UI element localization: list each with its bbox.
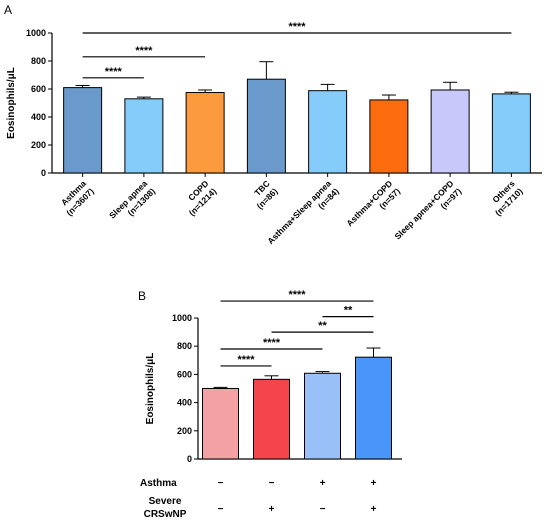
y-tick-label-b: 600 [177,369,192,379]
bar-a [63,87,103,174]
y-tick-label-b: 400 [177,398,192,408]
significance-label-a: **** [135,45,153,57]
significance-label-a: **** [105,66,123,78]
significance-label-a: **** [288,21,306,33]
bar-b [253,378,290,460]
panel-b-label: B [138,289,146,303]
bar-a [430,89,470,174]
y-axis-title-b: Eosinophils/μL [145,353,156,425]
y-tick-label-a: 600 [31,84,46,94]
y-tick-label-a: 0 [41,168,46,178]
significance-label-b: **** [288,289,306,301]
y-tick-label-b: 800 [177,341,192,351]
factor-level-b: − [269,478,275,489]
category-label-a: Asthma+COPD(n=57) [344,178,402,236]
category-label-a: COPD(n=1214) [179,178,219,218]
bar-b [355,356,392,460]
category-label-a: Sleep apnea(n=1308) [107,178,157,228]
y-tick-label-b: 0 [187,454,192,464]
factor-level-b: + [320,478,326,489]
factor-label-b: Severe [149,496,182,507]
chart-a: 0 200 400 600 800 1000 Eosinophils/μL Asthma(n=… [6,21,542,254]
factor-level-b: − [320,504,326,515]
bar-b [304,372,341,460]
y-tick-label-a: 200 [31,140,46,150]
category-name-a: Asthma+Sleep apnea [265,178,333,246]
panel-a-label: A [4,3,12,17]
category-label-a: Sleep apnea+COPD(n=97) [393,178,464,249]
y-tick-label-b: 200 [177,426,192,436]
bar-b [202,388,239,460]
factor-level-b: − [218,504,224,515]
factor-label-b: CRSwNP [144,509,187,520]
y-tick-label-b: 1000 [172,313,192,323]
category-label-a: Asthma+Sleep apnea(n=84) [265,178,341,254]
bar-a [185,92,225,174]
significance-label-b: **** [263,337,281,349]
factor-level-b: + [371,504,377,515]
bar-a [246,78,286,174]
y-tick-label-a: 1000 [26,28,46,38]
significance-label-b: ** [318,320,327,332]
category-label-a: TBC(n=86) [247,178,280,211]
bar-a [491,93,531,174]
factor-level-b: + [269,504,275,515]
significance-label-b: ** [344,305,353,317]
factor-label-b: Asthma [140,478,177,489]
bar-a [369,99,409,174]
chart-b: 0 200 400 600 800 1000 Eosinophils/μL Asthma − − +… [140,289,402,520]
bar-a [124,98,164,174]
category-label-a: Others(n=1710) [485,178,525,218]
factor-level-b: + [371,478,377,489]
bar-a [308,90,348,174]
y-axis-title-a: Eosinophils/μL [6,67,17,139]
factor-level-b: − [218,478,224,489]
y-tick-label-a: 400 [31,112,46,122]
significance-label-b: **** [237,354,255,366]
category-label-a: Asthma(n=3607) [56,178,96,218]
y-tick-label-a: 800 [31,56,46,66]
